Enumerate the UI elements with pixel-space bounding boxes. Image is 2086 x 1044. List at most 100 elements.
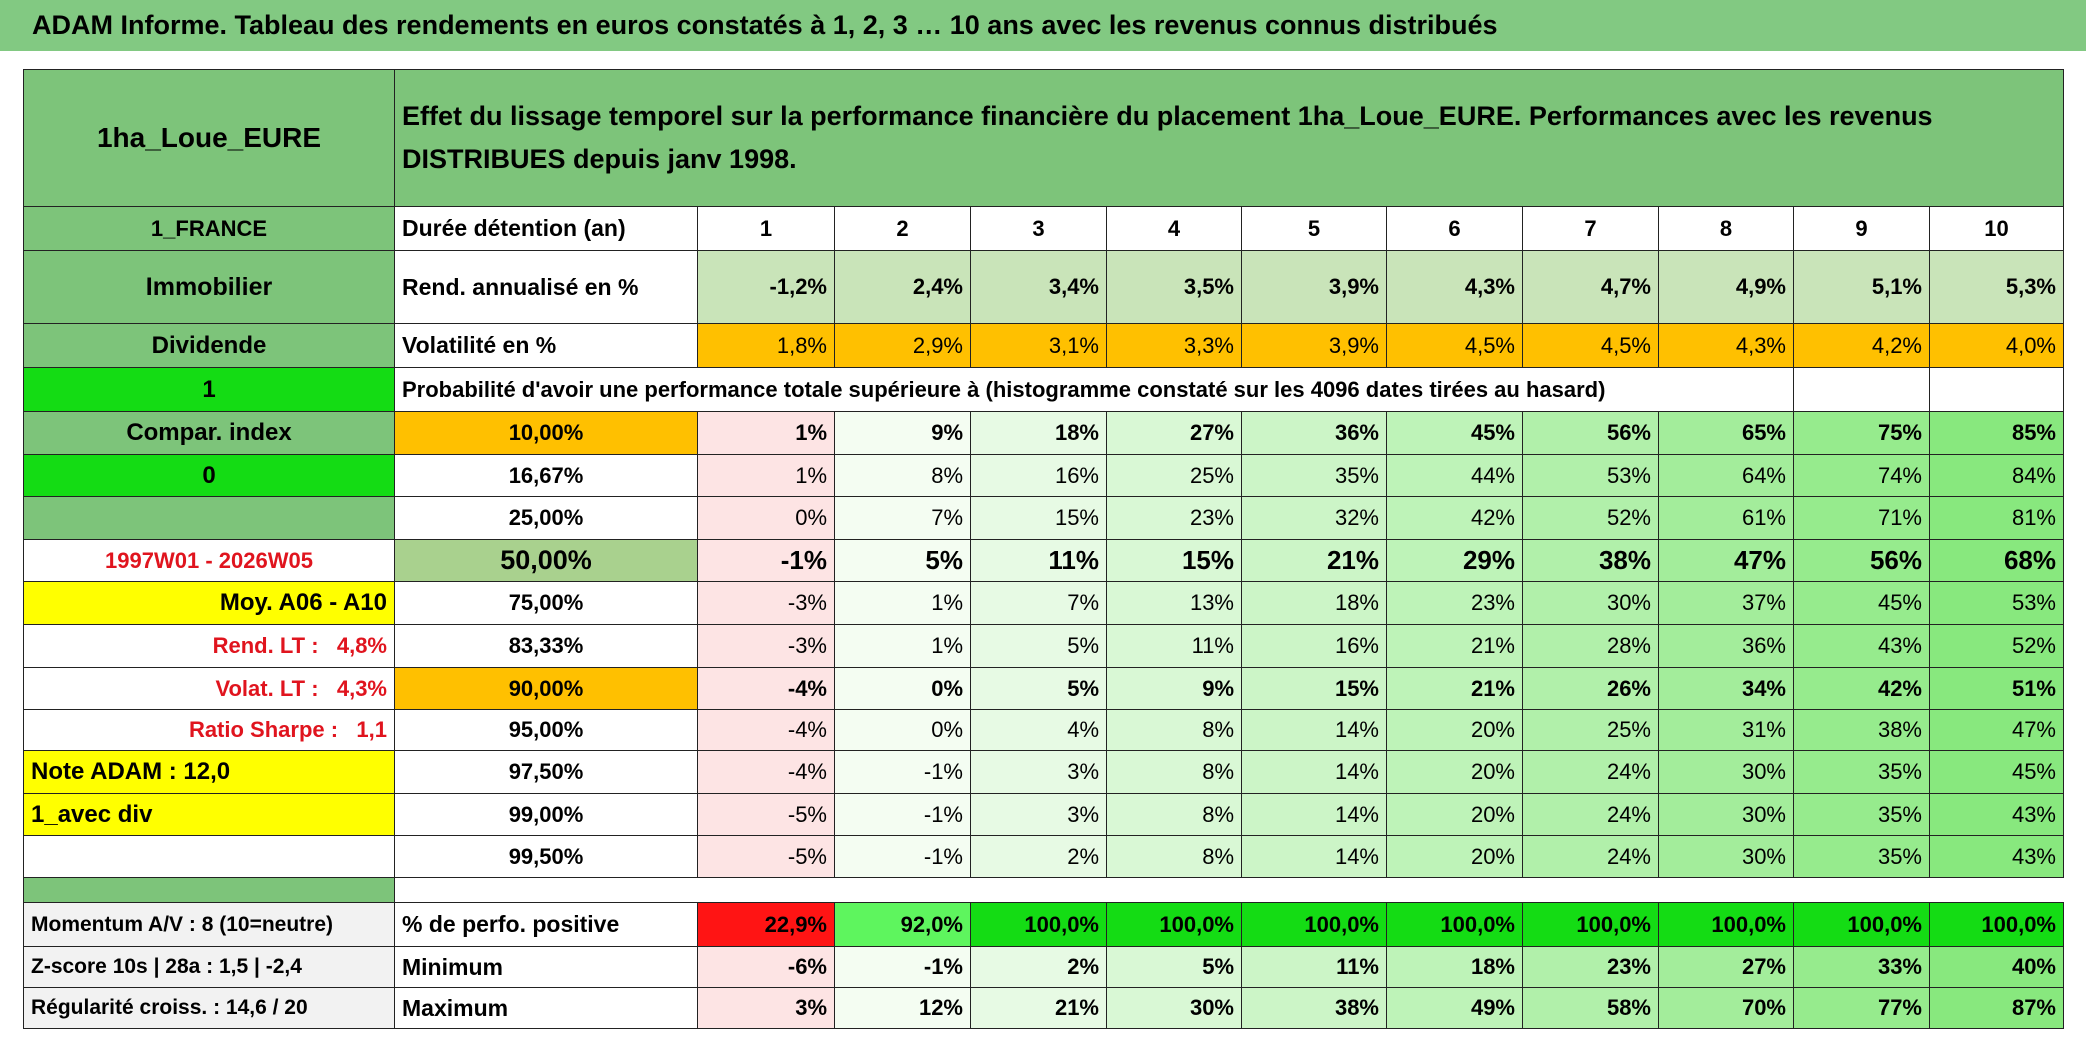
value-cell: 13% xyxy=(1106,581,1242,625)
value-cell: 4,0% xyxy=(1929,323,2064,368)
value-cell: 23% xyxy=(1386,581,1523,625)
side-label: Compar. index xyxy=(23,411,395,455)
value-cell: 85% xyxy=(1929,411,2064,455)
value-cell: 16% xyxy=(970,454,1107,497)
year-header: 8 xyxy=(1658,206,1794,251)
value-cell: 21% xyxy=(1241,539,1387,582)
year-header: 3 xyxy=(970,206,1107,251)
year-header: 2 xyxy=(834,206,971,251)
year-header: 4 xyxy=(1106,206,1242,251)
value-cell: 15% xyxy=(970,496,1107,540)
value-cell: -1% xyxy=(834,793,971,836)
value-cell: 1% xyxy=(834,624,971,668)
value-cell: 18% xyxy=(1386,946,1523,988)
value-cell: 1% xyxy=(697,411,835,455)
side-label: Immobilier xyxy=(23,250,395,324)
value-cell: 25% xyxy=(1522,709,1659,751)
value-cell: 35% xyxy=(1793,793,1930,836)
value-cell: 3% xyxy=(970,750,1107,794)
value-cell: 8% xyxy=(1106,709,1242,751)
value-cell: 11% xyxy=(1106,624,1242,668)
row-label: Durée détention (an) xyxy=(394,206,698,251)
value-cell: 5,3% xyxy=(1929,250,2064,324)
percentile-label: 99,50% xyxy=(394,835,698,878)
side-label: Dividende xyxy=(23,323,395,368)
value-cell: 44% xyxy=(1386,454,1523,497)
value-cell: 100,0% xyxy=(1522,902,1659,947)
value-cell: 15% xyxy=(1241,667,1387,710)
value-cell: -3% xyxy=(697,581,835,625)
percentile-label: 97,50% xyxy=(394,750,698,794)
value-cell: 9% xyxy=(834,411,971,455)
value-cell: 4,7% xyxy=(1522,250,1659,324)
value-cell: 7% xyxy=(970,581,1107,625)
value-cell: 25% xyxy=(1106,454,1242,497)
value-cell: 28% xyxy=(1522,624,1659,668)
value-cell: -1% xyxy=(834,835,971,878)
year-header: 7 xyxy=(1522,206,1659,251)
value-cell: 26% xyxy=(1522,667,1659,710)
side-label: 1997W01 - 2026W05 xyxy=(23,539,395,582)
value-cell: 74% xyxy=(1793,454,1930,497)
percentile-label: 83,33% xyxy=(394,624,698,668)
value-cell: 23% xyxy=(1106,496,1242,540)
value-cell: 47% xyxy=(1658,539,1794,582)
percentile-label: 90,00% xyxy=(394,667,698,710)
value-cell: 40% xyxy=(1929,946,2064,988)
side-label: Volat. LT : 4,3% xyxy=(23,667,395,710)
value-cell: 1,8% xyxy=(697,323,835,368)
value-cell: 0% xyxy=(697,496,835,540)
value-cell: 3,5% xyxy=(1106,250,1242,324)
value-cell: 81% xyxy=(1929,496,2064,540)
value-cell: 27% xyxy=(1658,946,1794,988)
side-label: 1_avec div xyxy=(23,793,395,836)
value-cell: 12% xyxy=(834,987,971,1029)
percentile-label: 95,00% xyxy=(394,709,698,751)
side-label: Moy. A06 - A10 xyxy=(23,581,395,625)
value-cell: 3% xyxy=(697,987,835,1029)
value-cell: 21% xyxy=(1386,624,1523,668)
value-cell: 45% xyxy=(1386,411,1523,455)
value-cell: 35% xyxy=(1241,454,1387,497)
side-label: 0 xyxy=(23,454,395,497)
value-cell: 23% xyxy=(1522,946,1659,988)
value-cell: 27% xyxy=(1106,411,1242,455)
value-cell: 4,9% xyxy=(1658,250,1794,324)
value-cell: -6% xyxy=(697,946,835,988)
value-cell: 18% xyxy=(1241,581,1387,625)
value-cell: 20% xyxy=(1386,835,1523,878)
side-label xyxy=(23,835,395,878)
value-cell: 68% xyxy=(1929,539,2064,582)
row-label: Volatilité en % xyxy=(394,323,698,368)
percentile-label: 75,00% xyxy=(394,581,698,625)
value-cell: 38% xyxy=(1241,987,1387,1029)
value-cell: 53% xyxy=(1522,454,1659,497)
value-cell: -1% xyxy=(834,946,971,988)
value-cell: 20% xyxy=(1386,709,1523,751)
value-cell: 30% xyxy=(1522,581,1659,625)
value-cell: 84% xyxy=(1929,454,2064,497)
side-label: Z-score 10s | 28a : 1,5 | -2,4 xyxy=(23,946,395,988)
value-cell: -1% xyxy=(697,539,835,582)
value-cell: 100,0% xyxy=(970,902,1107,947)
value-cell: 4% xyxy=(970,709,1107,751)
side-label: Note ADAM : 12,0 xyxy=(23,750,395,794)
value-cell: 8% xyxy=(1106,793,1242,836)
value-cell: 58% xyxy=(1522,987,1659,1029)
value-cell: 100,0% xyxy=(1793,902,1930,947)
value-cell: 11% xyxy=(970,539,1107,582)
value-cell: -4% xyxy=(697,709,835,751)
year-header: 6 xyxy=(1386,206,1523,251)
value-cell: 35% xyxy=(1793,835,1930,878)
value-cell: 45% xyxy=(1929,750,2064,794)
value-cell: 3,9% xyxy=(1241,323,1387,368)
value-cell: 0% xyxy=(834,709,971,751)
year-header: 9 xyxy=(1793,206,1930,251)
value-cell: 29% xyxy=(1386,539,1523,582)
value-cell: 20% xyxy=(1386,793,1523,836)
value-cell: 61% xyxy=(1658,496,1794,540)
value-cell: 34% xyxy=(1658,667,1794,710)
value-cell: 100,0% xyxy=(1929,902,2064,947)
value-cell: 100,0% xyxy=(1386,902,1523,947)
value-cell: 70% xyxy=(1658,987,1794,1029)
